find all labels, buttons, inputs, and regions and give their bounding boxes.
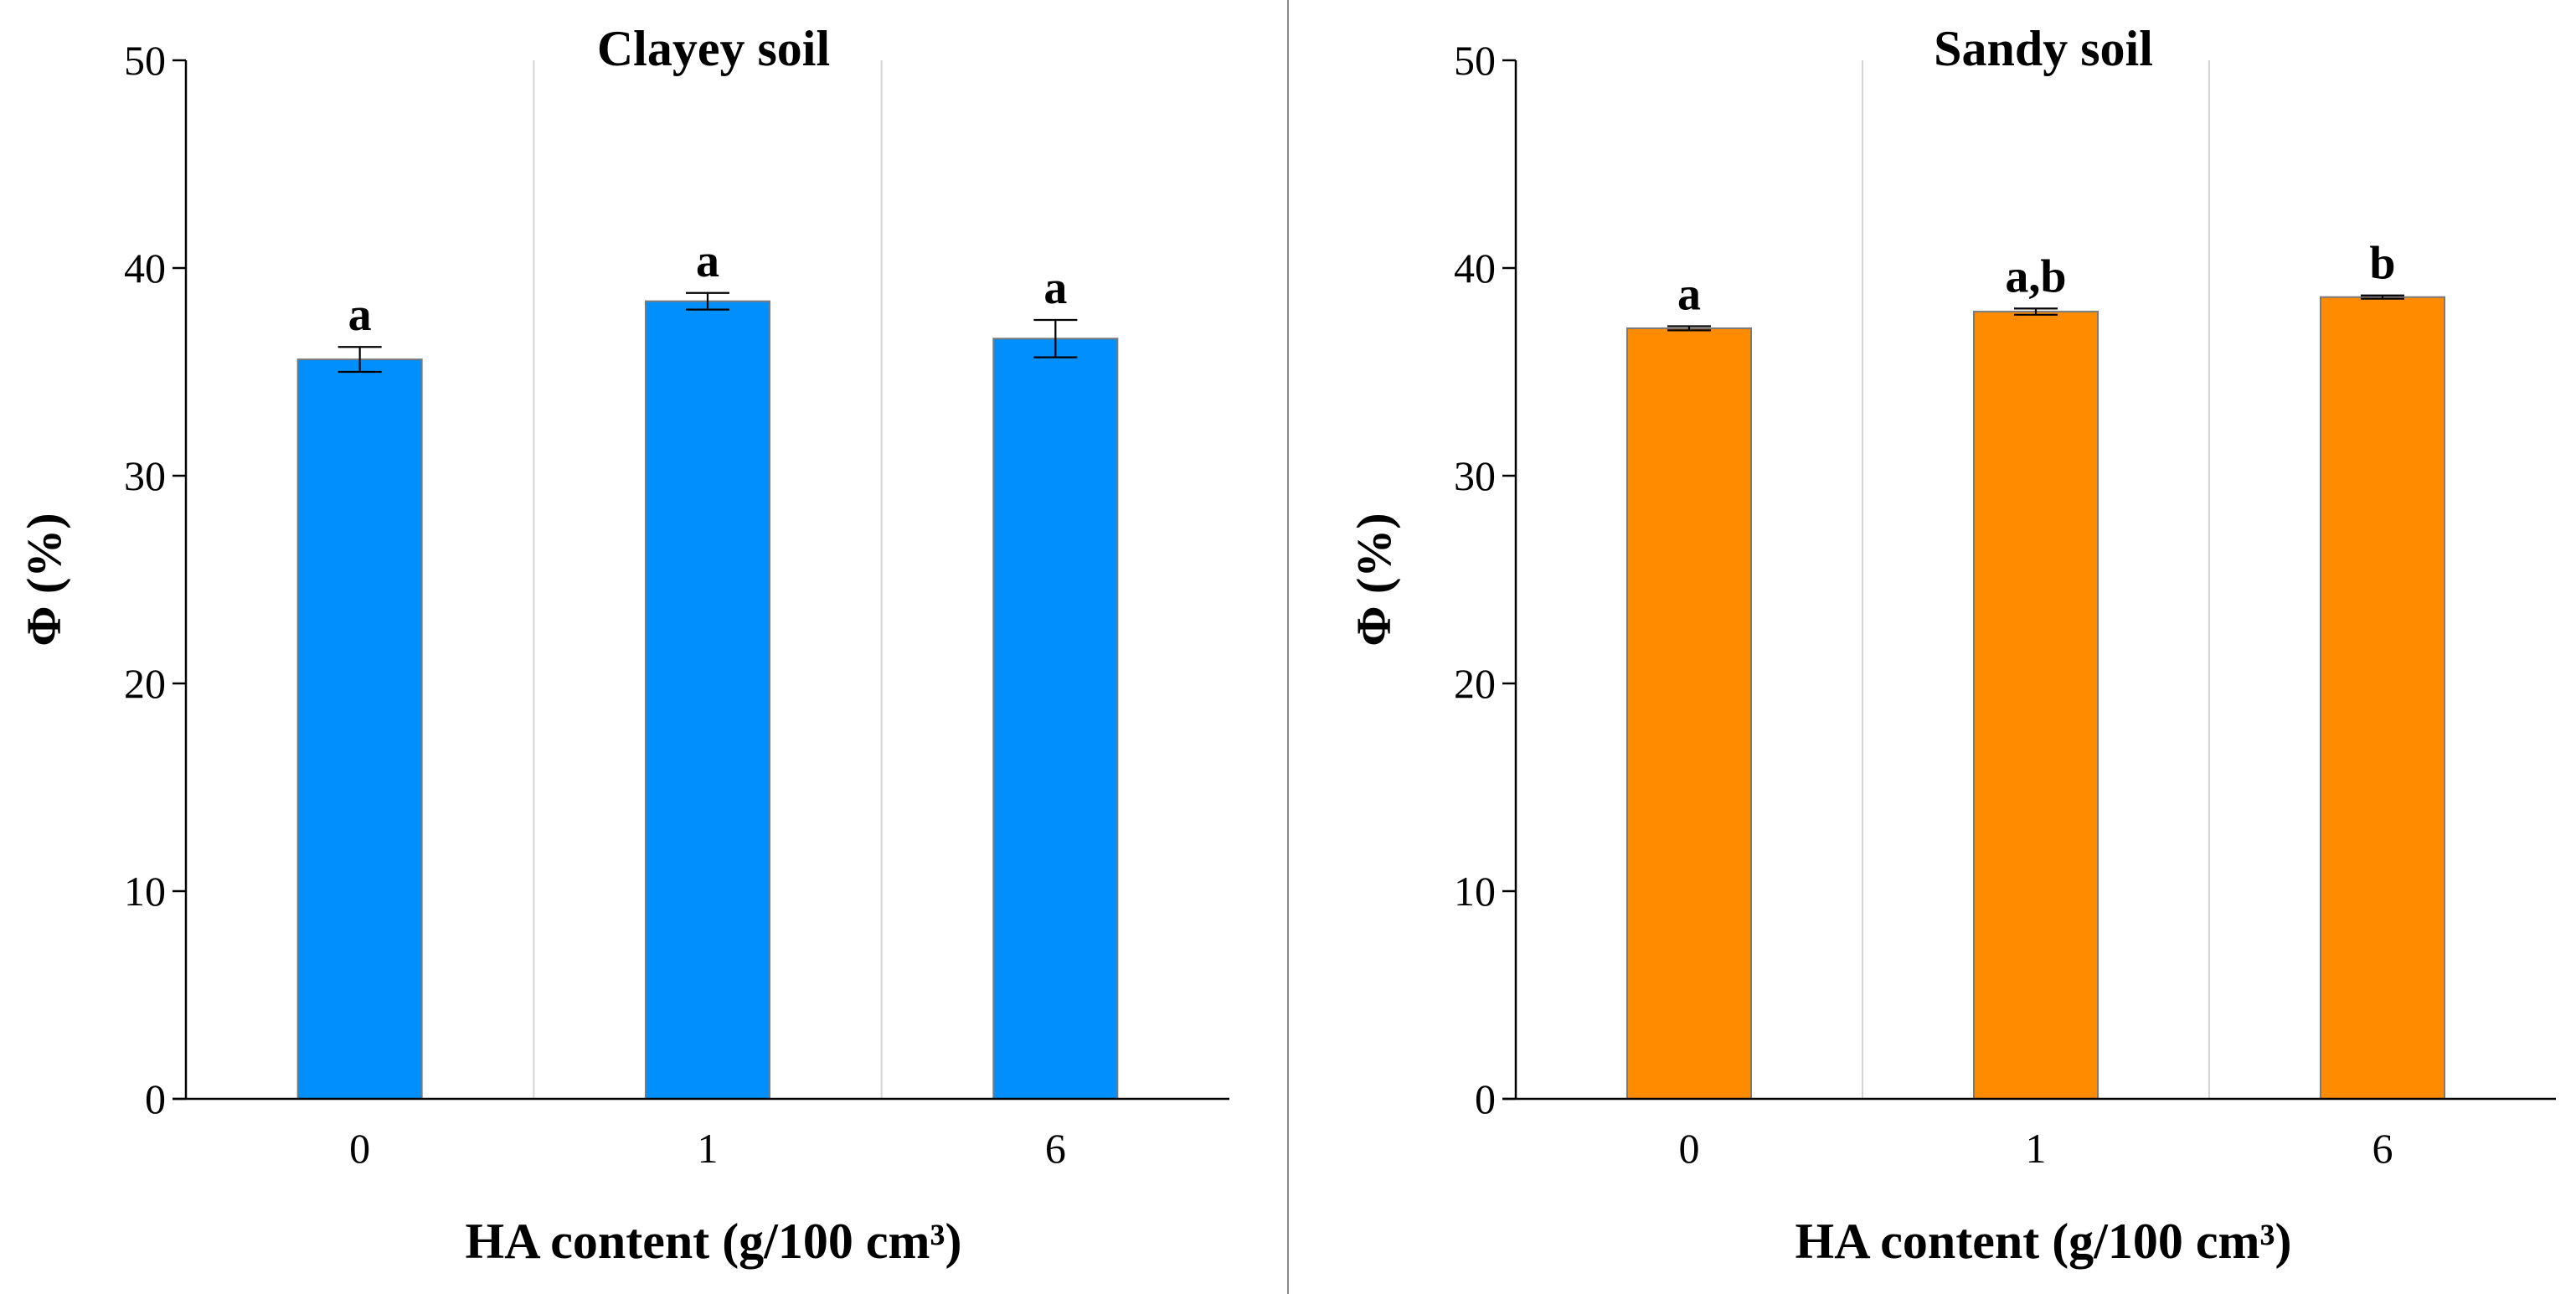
chart-title: Clayey soil [597, 21, 830, 76]
bar-6 [2320, 296, 2445, 1101]
y-tick-label: 10 [1454, 868, 1496, 915]
y-tick-label: 30 [1454, 452, 1496, 499]
x-tick-label: 0 [1679, 1125, 1700, 1172]
y-axis-label: Φ (%) [1347, 513, 1401, 646]
clayey-soil-panel: 0 10 20 30 40 50 a 0 a 1 a 6 Clayey soil HA content (… [17, 21, 1229, 1269]
y-tick-label: 40 [124, 245, 166, 291]
bar-1 [645, 300, 770, 1100]
x-tick-label: 6 [1045, 1125, 1066, 1172]
y-tick-label: 10 [124, 868, 166, 915]
y-tick-label: 0 [1475, 1075, 1496, 1122]
y-tick-label: 50 [124, 37, 166, 84]
x-axis-label: HA content (g/100 cm³) [1795, 1214, 2292, 1269]
y-axis-label: Φ (%) [17, 513, 71, 646]
sandy-soil-panel: 0 10 20 30 40 50 a 0 a,b 1 b 6 Sandy soil HA content … [1347, 21, 2556, 1269]
y-tick-label: 50 [1454, 37, 1496, 84]
x-tick-label: 1 [2026, 1125, 2047, 1172]
significance-label: a [1043, 262, 1067, 314]
y-tick-label: 30 [124, 452, 166, 499]
significance-label: a [696, 235, 719, 287]
chart-title: Sandy soil [1934, 21, 2153, 76]
bar-1 [1973, 311, 2099, 1100]
bar-6 [992, 338, 1119, 1100]
y-tick-label: 20 [1454, 660, 1496, 707]
significance-label: a [1677, 268, 1701, 320]
y-tick-label: 0 [145, 1075, 166, 1122]
significance-label: a [348, 289, 372, 341]
x-axis-label: HA content (g/100 cm³) [466, 1214, 962, 1269]
y-tick-label: 20 [124, 660, 166, 707]
bar-0 [1626, 327, 1752, 1101]
bar-0 [296, 358, 423, 1100]
x-tick-label: 0 [349, 1125, 370, 1172]
y-tick-label: 40 [1454, 245, 1496, 291]
significance-label: a,b [2005, 250, 2066, 302]
x-tick-label: 6 [2372, 1125, 2393, 1172]
x-tick-label: 1 [698, 1125, 719, 1172]
significance-label: b [2369, 238, 2395, 290]
